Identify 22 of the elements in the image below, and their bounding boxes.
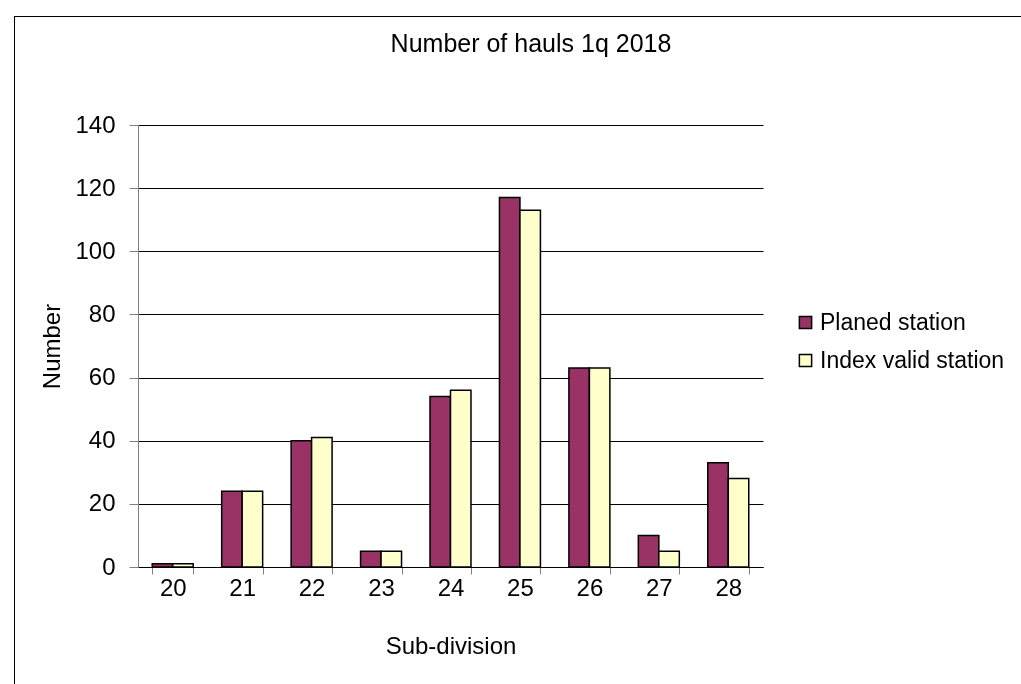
x-tick-label: 20 — [159, 573, 187, 601]
x-tick-label: 25 — [507, 573, 534, 601]
y-tick-label: 140 — [75, 110, 116, 138]
x-tick-label: 24 — [437, 573, 465, 601]
y-tick-label: 80 — [88, 299, 116, 327]
y-tick-label: 0 — [102, 552, 116, 580]
x-axis-title: Sub-division — [385, 631, 517, 659]
y-tick-label: 120 — [75, 173, 116, 201]
y-tick-label: 40 — [88, 426, 116, 454]
x-tick-label: 27 — [645, 573, 673, 601]
y-tick-label: 20 — [88, 489, 116, 517]
legend-label: Planed station — [820, 308, 966, 335]
x-tick-label: 22 — [298, 573, 326, 601]
legend-label: Index valid station — [820, 346, 1005, 373]
y-tick-label: 100 — [75, 236, 116, 264]
y-axis-title: Number — [38, 303, 66, 390]
x-tick-label: 23 — [368, 573, 395, 601]
chart-title: Number of hauls 1q 2018 — [390, 29, 672, 57]
x-tick-label: 28 — [715, 573, 743, 601]
x-tick-label: 21 — [229, 573, 257, 601]
y-tick-label: 60 — [88, 363, 116, 391]
x-tick-label: 26 — [576, 573, 604, 601]
